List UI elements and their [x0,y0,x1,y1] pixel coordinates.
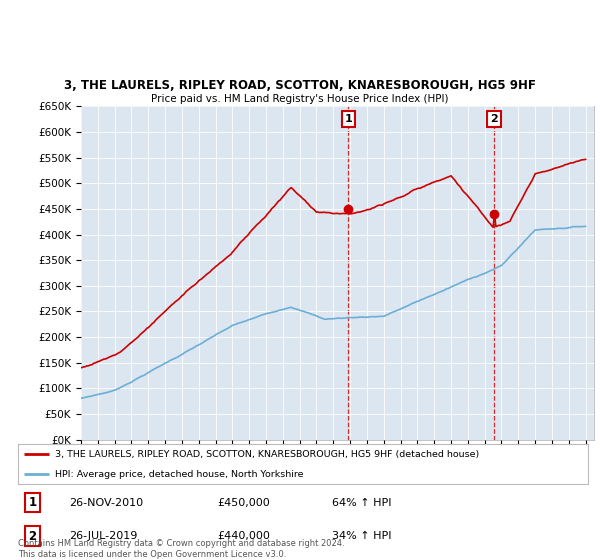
Text: Price paid vs. HM Land Registry's House Price Index (HPI): Price paid vs. HM Land Registry's House … [151,94,449,104]
Text: 1: 1 [28,496,37,509]
Text: 3, THE LAURELS, RIPLEY ROAD, SCOTTON, KNARESBOROUGH, HG5 9HF (detached house): 3, THE LAURELS, RIPLEY ROAD, SCOTTON, KN… [55,450,479,459]
Text: Contains HM Land Registry data © Crown copyright and database right 2024.
This d: Contains HM Land Registry data © Crown c… [18,539,344,559]
Text: 26-NOV-2010: 26-NOV-2010 [70,498,143,508]
Text: 2: 2 [490,114,498,124]
Text: 64% ↑ HPI: 64% ↑ HPI [331,498,391,508]
Text: 3, THE LAURELS, RIPLEY ROAD, SCOTTON, KNARESBOROUGH, HG5 9HF: 3, THE LAURELS, RIPLEY ROAD, SCOTTON, KN… [64,80,536,92]
Text: £440,000: £440,000 [218,531,271,542]
Text: 1: 1 [344,114,352,124]
Text: HPI: Average price, detached house, North Yorkshire: HPI: Average price, detached house, Nort… [55,470,304,479]
Text: £450,000: £450,000 [218,498,270,508]
Text: 34% ↑ HPI: 34% ↑ HPI [331,531,391,542]
Text: 26-JUL-2019: 26-JUL-2019 [70,531,137,542]
Text: 2: 2 [28,530,37,543]
